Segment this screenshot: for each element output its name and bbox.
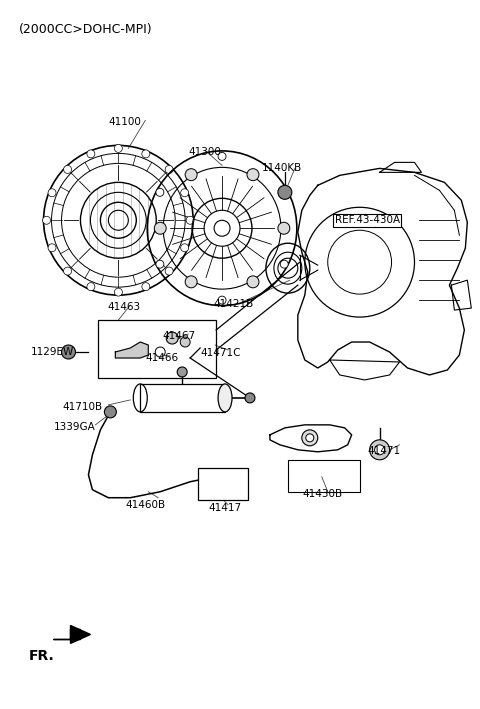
Circle shape <box>280 189 288 196</box>
Bar <box>198 468 248 500</box>
Circle shape <box>374 445 384 454</box>
Text: 41417: 41417 <box>208 503 241 513</box>
Circle shape <box>43 216 50 224</box>
Circle shape <box>180 244 189 252</box>
Circle shape <box>278 185 292 199</box>
Circle shape <box>186 216 194 224</box>
Bar <box>98 320 216 378</box>
Text: 41466: 41466 <box>145 353 179 363</box>
Circle shape <box>114 288 122 296</box>
Bar <box>288 460 360 492</box>
Circle shape <box>104 406 116 418</box>
Bar <box>140 384 225 412</box>
Text: 41710B: 41710B <box>62 402 103 412</box>
Circle shape <box>302 430 318 446</box>
Circle shape <box>87 150 95 158</box>
Polygon shape <box>115 342 148 358</box>
Circle shape <box>48 189 56 197</box>
Polygon shape <box>52 630 81 640</box>
Circle shape <box>218 152 226 160</box>
Text: 41300: 41300 <box>188 147 221 157</box>
Circle shape <box>180 189 189 197</box>
Bar <box>200 473 222 487</box>
Text: 41471: 41471 <box>368 446 401 456</box>
Text: 41100: 41100 <box>108 118 141 128</box>
Text: REF.43-430A: REF.43-430A <box>335 216 400 225</box>
Circle shape <box>180 337 190 347</box>
Circle shape <box>247 276 259 288</box>
Circle shape <box>61 345 75 359</box>
Circle shape <box>278 222 290 234</box>
Circle shape <box>177 367 187 377</box>
Circle shape <box>155 347 165 357</box>
Circle shape <box>142 283 150 291</box>
Circle shape <box>185 276 197 288</box>
Circle shape <box>142 150 150 158</box>
Circle shape <box>114 145 122 152</box>
Text: 41467: 41467 <box>162 331 195 341</box>
Polygon shape <box>71 625 90 644</box>
Ellipse shape <box>218 384 232 412</box>
Text: FR.: FR. <box>29 649 54 664</box>
Text: 41463: 41463 <box>108 302 141 312</box>
Circle shape <box>280 260 288 268</box>
Circle shape <box>185 169 197 181</box>
Circle shape <box>154 222 166 234</box>
Text: 1339GA: 1339GA <box>54 422 96 432</box>
Text: 41421B: 41421B <box>213 299 253 309</box>
Circle shape <box>165 267 173 275</box>
Circle shape <box>156 260 164 268</box>
Circle shape <box>64 267 72 275</box>
Circle shape <box>306 434 314 442</box>
Text: 1140KB: 1140KB <box>262 163 302 174</box>
Circle shape <box>218 296 226 304</box>
Circle shape <box>247 169 259 181</box>
Text: 41471C: 41471C <box>200 348 240 358</box>
Circle shape <box>166 332 178 344</box>
Text: 1129EW: 1129EW <box>31 347 74 357</box>
Circle shape <box>165 165 173 174</box>
Text: 41460B: 41460B <box>125 500 166 510</box>
Circle shape <box>245 393 255 403</box>
Circle shape <box>87 283 95 291</box>
Text: 41430B: 41430B <box>303 489 343 498</box>
Circle shape <box>64 165 72 174</box>
Circle shape <box>156 189 164 196</box>
Circle shape <box>48 244 56 252</box>
Circle shape <box>370 440 390 460</box>
Text: (2000CC>DOHC-MPI): (2000CC>DOHC-MPI) <box>19 23 152 35</box>
